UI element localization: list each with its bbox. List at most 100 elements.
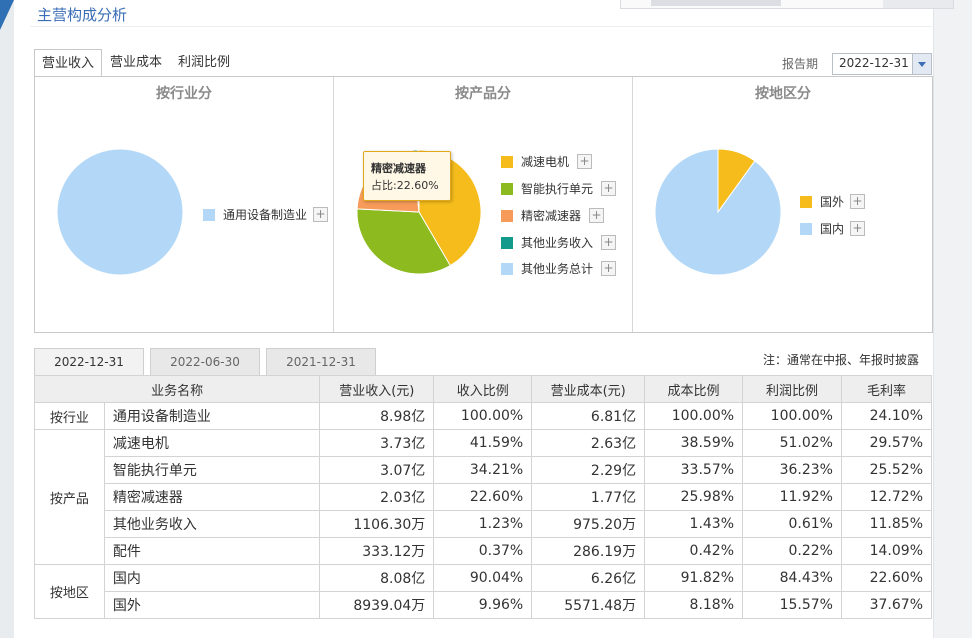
legend-label: 其他业务收入 [521, 236, 594, 250]
cost-ratio-cell: 8.18% [644, 591, 744, 619]
revenue-cell: 8.98亿 [319, 402, 435, 430]
business-name-cell: 其他业务收入 [103, 510, 321, 538]
table-row: 按产品 减速电机 3.73亿 41.59% 2.63亿 38.59% 51.02… [34, 429, 933, 565]
expand-plus-icon[interactable]: + [850, 194, 865, 209]
legend-swatch [501, 263, 513, 275]
search-input[interactable] [651, 0, 781, 6]
legend-label: 通用设备制造业 [223, 208, 308, 222]
gross-margin-cell: 24.10% [840, 402, 933, 430]
report-period-value: 2022-12-31 [839, 56, 909, 70]
tooltip-title: 精密减速器 [371, 162, 426, 175]
header-business-name: 业务名称 [33, 375, 321, 403]
business-name-cell: 减速电机 [103, 429, 321, 457]
cost-cell: 5571.48万 [531, 591, 646, 619]
gross-margin-cell: 12.72% [840, 483, 933, 511]
panel-by-product: 按产品分 减速电机 + 智能执行单元 + 精密减速器 + 其他业务收入 + 其他… [333, 77, 632, 332]
revenue-cell: 1106.30万 [319, 510, 435, 538]
title-divider [30, 26, 932, 27]
expand-plus-icon[interactable]: + [601, 235, 616, 250]
legend-label: 国外 [820, 195, 845, 209]
report-period-select[interactable]: 2022-12-31 [832, 53, 932, 75]
page-title: 主营构成分析 [37, 6, 128, 24]
date-tab[interactable]: 2022-12-31 [34, 348, 144, 376]
revenue-ratio-cell: 1.23% [433, 510, 533, 538]
panel-title: 按行业分 [156, 86, 212, 102]
legend-label: 减速电机 [521, 155, 570, 169]
profit-ratio-cell: 51.02% [742, 429, 842, 457]
pie-slice-2[interactable] [356, 208, 451, 275]
left-edge-strip [0, 0, 14, 638]
table-row: 其他业务收入 1106.30万 1.23% 975.20万 1.43% 0.61… [35, 510, 933, 538]
tab-revenue[interactable]: 营业收入 [34, 49, 102, 78]
right-scrollbar-area[interactable] [933, 0, 972, 638]
revenue-cell: 8.08亿 [319, 564, 435, 592]
charts-container: 按行业分 通用设备制造业 + 按产品分 减速电机 + 智能执行单元 + 精密减速… [34, 76, 933, 333]
disclosure-note: 注：通常在中报、年报时披露 [763, 353, 920, 367]
expand-plus-icon[interactable]: + [850, 221, 865, 236]
table-header-row: 业务名称 营业收入(元) 收入比例 营业成本(元) 成本比例 利润比例 毛利率 [33, 375, 933, 403]
legend-swatch [800, 223, 812, 235]
profit-ratio-cell: 84.43% [742, 564, 842, 592]
header-gross-margin: 毛利率 [840, 375, 933, 403]
expand-plus-icon[interactable]: + [577, 154, 592, 169]
cost-ratio-cell: 25.98% [644, 483, 744, 511]
profit-ratio-cell: 0.61% [742, 510, 842, 538]
revenue-cell: 333.12万 [319, 537, 435, 565]
composition-table: 业务名称 营业收入(元) 收入比例 营业成本(元) 成本比例 利润比例 毛利率 … [33, 375, 933, 619]
cost-ratio-cell: 38.59% [644, 429, 744, 457]
expand-plus-icon[interactable]: + [601, 181, 616, 196]
legend-swatch [501, 156, 513, 168]
revenue-ratio-cell: 90.04% [433, 564, 533, 592]
category-cell: 按地区 [34, 564, 105, 619]
header-revenue-ratio: 收入比例 [433, 375, 533, 403]
legend-swatch [203, 209, 215, 221]
date-tab[interactable]: 2022-06-30 [150, 348, 260, 376]
expand-plus-icon[interactable]: + [589, 208, 604, 223]
profit-ratio-cell: 0.22% [742, 537, 842, 565]
tab-cost[interactable]: 营业成本 [109, 55, 162, 70]
top-search-widget[interactable] [620, 0, 954, 9]
business-name-cell: 精密减速器 [103, 483, 321, 511]
title-accent-marker [0, 0, 14, 30]
cost-cell: 1.77亿 [531, 483, 646, 511]
tab-profit-ratio[interactable]: 利润比例 [177, 55, 230, 70]
pie-slice-2[interactable] [654, 148, 782, 276]
report-period-label: 报告期 [782, 57, 819, 71]
business-name-cell: 国外 [103, 591, 321, 619]
table-row: 按地区 国内 8.08亿 90.04% 6.26亿 91.82% 84.43% … [34, 564, 933, 619]
business-name-cell: 通用设备制造业 [103, 402, 321, 430]
header-revenue: 营业收入(元) [319, 375, 435, 403]
panel-by-region: 按地区分 国外 + 国内 + [632, 77, 933, 332]
expand-plus-icon[interactable]: + [601, 261, 616, 276]
cost-cell: 2.29亿 [531, 456, 646, 484]
pie-slice-1[interactable] [56, 148, 184, 276]
tooltip-value: 占比:22.60% [371, 179, 439, 192]
search-button[interactable] [883, 0, 953, 8]
gross-margin-cell: 37.67% [840, 591, 933, 619]
revenue-ratio-cell: 9.96% [433, 591, 533, 619]
legend-swatch [800, 196, 812, 208]
cost-ratio-cell: 100.00% [644, 402, 744, 430]
gross-margin-cell: 29.57% [840, 429, 933, 457]
legend-label: 国内 [820, 222, 845, 236]
revenue-ratio-cell: 41.59% [433, 429, 533, 457]
legend-swatch [501, 237, 513, 249]
category-cell: 按行业 [34, 402, 105, 430]
cost-ratio-cell: 91.82% [644, 564, 744, 592]
revenue-cell: 8939.04万 [319, 591, 435, 619]
expand-plus-icon[interactable]: + [313, 207, 328, 222]
profit-ratio-cell: 100.00% [742, 402, 842, 430]
date-tab[interactable]: 2021-12-31 [266, 348, 376, 376]
pie-chart-industry [56, 148, 184, 276]
revenue-cell: 3.07亿 [319, 456, 435, 484]
cost-cell: 975.20万 [531, 510, 646, 538]
profit-ratio-cell: 36.23% [742, 456, 842, 484]
cost-ratio-cell: 1.43% [644, 510, 744, 538]
table-row: 智能执行单元 3.07亿 34.21% 2.29亿 33.57% 36.23% … [35, 456, 933, 484]
legend-label: 智能执行单元 [521, 182, 594, 196]
legend-swatch [501, 183, 513, 195]
cost-cell: 2.63亿 [531, 429, 646, 457]
chevron-down-icon[interactable] [912, 54, 931, 74]
gross-margin-cell: 22.60% [840, 564, 933, 592]
table-row: 精密减速器 2.03亿 22.60% 1.77亿 25.98% 11.92% 1… [35, 483, 933, 511]
